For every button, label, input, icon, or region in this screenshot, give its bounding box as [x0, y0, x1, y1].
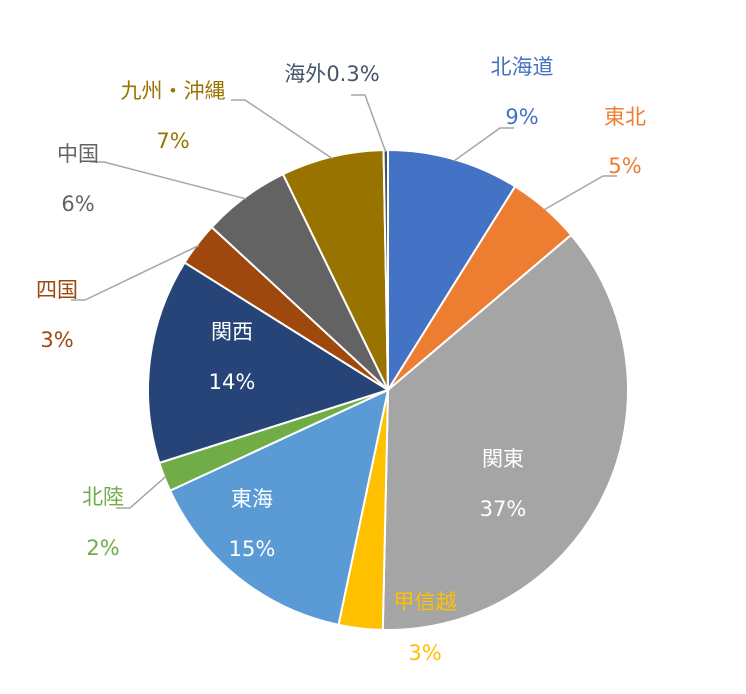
value-label: 6%: [61, 192, 94, 216]
category-label: 中国: [57, 142, 99, 166]
category-label: 北陸: [82, 485, 124, 509]
category-label: 東北: [604, 105, 646, 129]
category-label: 東海: [231, 487, 273, 511]
leader-line: [71, 244, 200, 301]
pie-slice: [381, 233, 629, 631]
pie-slice: [147, 261, 391, 465]
leader-line: [231, 99, 333, 160]
value-label: 2%: [86, 536, 119, 560]
value-label: 15%: [229, 537, 276, 561]
value-label: 7%: [156, 129, 189, 153]
value-label: 0.3%: [326, 62, 379, 86]
value-label: 9%: [505, 105, 538, 129]
leader-line: [543, 175, 617, 211]
value-label: 3%: [408, 641, 441, 665]
pie-slice: [387, 148, 517, 394]
leader-line: [453, 127, 514, 162]
pie-slice: [168, 388, 390, 627]
category-label: 甲信越: [394, 590, 457, 614]
category-label: 関東: [482, 447, 524, 471]
leader-line: [116, 475, 167, 509]
value-label: 37%: [480, 497, 527, 521]
category-label: 海外: [284, 62, 326, 86]
category-label: 関西: [211, 320, 253, 344]
value-label: 5%: [608, 154, 641, 178]
category-label: 四国: [36, 278, 78, 302]
category-label: 九州・沖縄: [121, 79, 226, 103]
data-label: 海外0.3%: [284, 62, 379, 86]
category-label: 北海道: [491, 55, 554, 79]
leader-line: [351, 94, 387, 153]
value-label: 3%: [40, 328, 73, 352]
pie-slice: [281, 149, 389, 391]
value-label: 14%: [209, 370, 256, 394]
leader-line: [90, 161, 247, 200]
